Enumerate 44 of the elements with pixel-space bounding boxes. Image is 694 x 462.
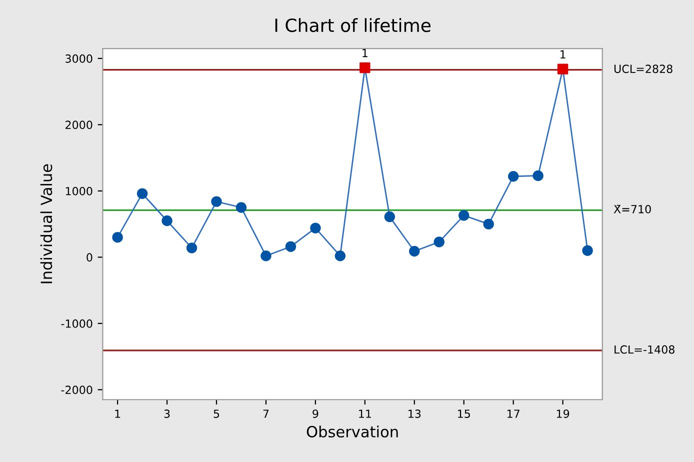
- point: [532, 170, 544, 182]
- point: [285, 241, 296, 252]
- y-tick-label: 1000: [66, 186, 92, 196]
- ref-line-label: UCL=2828: [614, 64, 672, 74]
- x-tick-label: 15: [458, 410, 470, 418]
- point: [458, 210, 470, 221]
- x-tick-label: 5: [214, 410, 220, 418]
- x-axis-title: Observation: [306, 426, 398, 438]
- y-tick-label: -2000: [61, 386, 92, 394]
- x-tick-label: 11: [359, 410, 371, 418]
- x-tick-label: 7: [263, 410, 269, 418]
- ref-line-label: LCL=-1408: [614, 345, 674, 354]
- x-tick-label: 1: [115, 410, 120, 418]
- y-axis-title: Individual Value: [40, 164, 52, 284]
- point: [236, 202, 247, 213]
- ref-line-label: X̄=710: [614, 204, 651, 214]
- x-tick-label: 9: [312, 410, 318, 418]
- point: [483, 218, 494, 230]
- y-tick-label: 2000: [66, 120, 92, 130]
- point: [360, 62, 370, 74]
- chart-title: I Chart of lifetime: [275, 18, 431, 32]
- x-tick-label: 13: [408, 410, 421, 418]
- point: [384, 211, 396, 222]
- point: [136, 188, 148, 199]
- point: [582, 245, 593, 256]
- annotation: 1: [560, 50, 566, 58]
- point: [211, 196, 222, 207]
- annotation: 1: [362, 48, 368, 58]
- x-tick-label: 19: [556, 410, 570, 418]
- y-tick-label: 3000: [66, 54, 92, 63]
- point: [112, 232, 123, 243]
- point: [310, 222, 321, 234]
- x-tick-label: 3: [164, 410, 170, 418]
- point: [434, 236, 444, 248]
- y-tick-label: 0: [86, 253, 92, 262]
- point: [409, 246, 420, 257]
- point: [186, 242, 198, 254]
- point: [508, 171, 519, 182]
- x-tick-label: 17: [507, 410, 520, 418]
- point: [162, 215, 172, 226]
- point: [260, 250, 272, 262]
- y-tick-label: -1000: [61, 319, 92, 328]
- point: [557, 64, 568, 74]
- point: [334, 250, 346, 262]
